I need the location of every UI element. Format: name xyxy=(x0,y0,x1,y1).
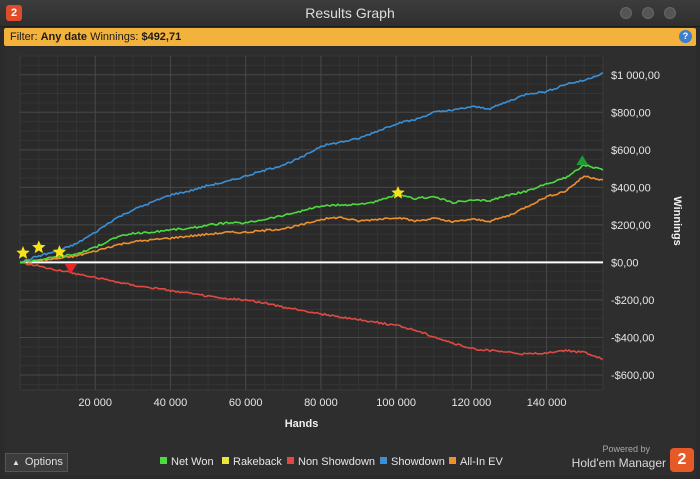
x-tick-label: 20 000 xyxy=(78,397,112,409)
help-icon[interactable]: ? xyxy=(679,30,692,43)
window-title: Results Graph xyxy=(305,5,395,21)
winnings-label: Winnings: xyxy=(90,31,139,43)
x-tick-label: 120 000 xyxy=(451,397,491,409)
x-tick-label: 100 000 xyxy=(376,397,416,409)
filter-bar[interactable]: Filter: Any date Winnings: $492,71 ? xyxy=(4,28,696,46)
series-line-allin-ev xyxy=(19,175,604,264)
legend-swatch-rakeback xyxy=(222,457,229,464)
series-lines xyxy=(19,72,604,360)
brand-name: Hold'em Manager xyxy=(571,456,666,470)
series-line-net-won xyxy=(19,164,604,264)
legend-label-allin-ev: All-In EV xyxy=(460,456,503,468)
legend-label-non-showdown: Non Showdown xyxy=(298,456,376,468)
y-tick-label: -$600,00 xyxy=(611,370,654,382)
y-tick-label: $800,00 xyxy=(611,107,651,119)
winnings-value: $492,71 xyxy=(141,31,182,43)
x-tick-label: 60 000 xyxy=(229,397,263,409)
legend-label-rakeback: Rakeback xyxy=(233,456,282,468)
y-axis-title: Winnings xyxy=(671,196,683,245)
y-axis-ticks: $1 000,00 $800,00 $600,00 $400,00 $200,00 $0,… xyxy=(611,70,660,382)
y-tick-label: $200,00 xyxy=(611,220,651,232)
star-marker-icon xyxy=(32,240,46,254)
y-tick-label: $600,00 xyxy=(611,145,651,157)
brand-powered-by: Powered by xyxy=(602,444,650,454)
y-tick-label: -$200,00 xyxy=(611,295,654,307)
close-button[interactable] xyxy=(664,7,676,19)
legend-item-allin-ev[interactable]: All-In EV xyxy=(449,456,503,468)
x-axis-ticks: 20 000 40 000 60 000 80 000 100 000 120 000 14… xyxy=(78,397,566,409)
up-triangle-marker-icon xyxy=(576,155,589,166)
series-line-non-showdown xyxy=(19,261,604,360)
brand-logo-icon: 2 xyxy=(670,448,694,472)
maximize-button[interactable] xyxy=(642,7,654,19)
legend-item-showdown[interactable]: Showdown xyxy=(380,456,445,468)
minimize-button[interactable] xyxy=(620,7,632,19)
star-marker-icon xyxy=(52,245,67,258)
options-label: Options xyxy=(24,456,63,468)
legend-swatch-non-showdown xyxy=(287,457,294,464)
markers xyxy=(16,155,589,274)
x-tick-label: 140 000 xyxy=(527,397,567,409)
legend-label-net-won: Net Won xyxy=(171,456,214,468)
y-tick-label: -$400,00 xyxy=(611,332,654,344)
legend-label-showdown: Showdown xyxy=(391,456,445,468)
star-marker-icon xyxy=(391,186,405,199)
chevron-up-icon: ▲ xyxy=(12,458,20,467)
legend-item-non-showdown[interactable]: Non Showdown xyxy=(287,456,375,468)
x-tick-label: 40 000 xyxy=(154,397,188,409)
legend-item-net-won[interactable]: Net Won xyxy=(160,456,214,468)
filter-value: Any date xyxy=(40,31,88,43)
app-logo-icon: 2 xyxy=(6,5,22,21)
y-tick-label: $1 000,00 xyxy=(611,70,660,82)
brand: Powered by Hold'em Manager 2 xyxy=(554,444,694,474)
title-bar: 2 Results Graph xyxy=(0,0,700,27)
filter-label: Filter: xyxy=(10,31,38,43)
y-tick-label: $400,00 xyxy=(611,182,651,194)
y-tick-label: $0,00 xyxy=(611,257,639,269)
legend-item-rakeback[interactable]: Rakeback xyxy=(222,456,282,468)
legend-swatch-allin-ev xyxy=(449,457,456,464)
legend-swatch-showdown xyxy=(380,457,387,464)
down-triangle-marker-icon xyxy=(64,263,77,274)
star-marker-icon xyxy=(16,246,30,259)
legend-swatch-net-won xyxy=(160,457,167,464)
options-button[interactable]: ▲ Options xyxy=(5,453,68,472)
series-line-showdown xyxy=(20,72,604,264)
x-axis-title: Hands xyxy=(285,418,319,430)
grid-minor xyxy=(20,55,603,390)
x-tick-label: 80 000 xyxy=(304,397,338,409)
